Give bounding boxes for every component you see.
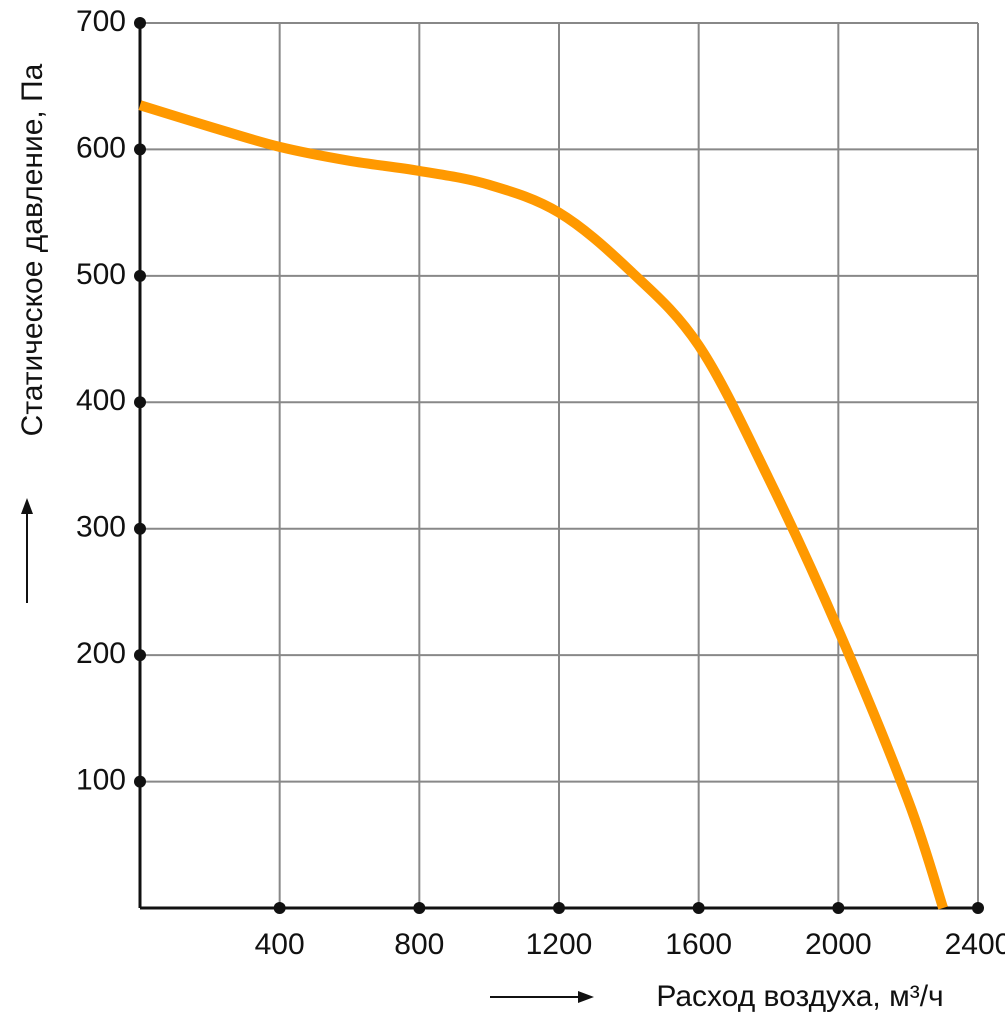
tick-dot (692, 902, 705, 914)
y-tick-label: 600 (76, 131, 126, 164)
x-tick-label: 1200 (526, 928, 593, 961)
y-tick-label: 400 (76, 384, 126, 417)
y-tick-label: 700 (76, 5, 126, 38)
x-axis-label: Расход воздуха, м³/ч (656, 980, 943, 1013)
tick-dot (134, 17, 146, 29)
tick-dot (413, 902, 426, 914)
tick-dot (553, 902, 565, 914)
y-tick-label: 500 (76, 258, 126, 291)
tick-dot (134, 775, 146, 788)
x-tick-label: 400 (255, 928, 305, 961)
tick-dot (832, 902, 845, 914)
tick-dot (134, 649, 146, 662)
y-tick-label: 200 (76, 637, 126, 670)
x-tick-label: 2000 (805, 928, 872, 961)
y-tick-label: 300 (76, 511, 126, 544)
x-tick-label: 800 (394, 928, 444, 961)
curve (138, 100, 948, 910)
x-tick-label: 1600 (665, 928, 732, 961)
tick-dot (134, 269, 146, 282)
tick-dot (273, 902, 286, 914)
tick-dot (972, 902, 984, 914)
axis-arrows (21, 498, 594, 1003)
y-axis-label: Статическое давление, Па (16, 63, 49, 436)
tick-dot (134, 396, 146, 409)
tick-dot (134, 522, 146, 535)
tick-dot (134, 143, 146, 156)
y-tick-label: 100 (76, 763, 126, 796)
x-tick-label: 2400 (945, 928, 1005, 961)
